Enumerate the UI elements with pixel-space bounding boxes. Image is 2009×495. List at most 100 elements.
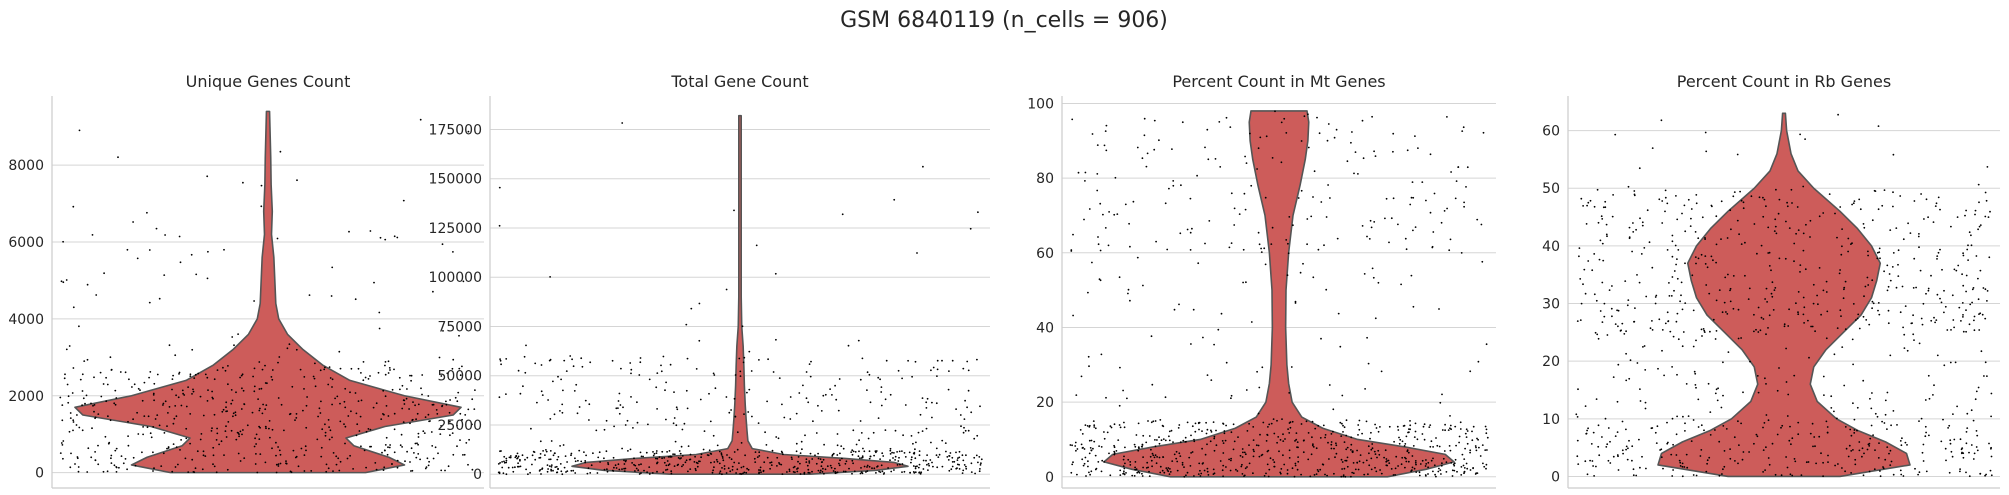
cell-point xyxy=(630,396,632,398)
cell-point xyxy=(941,359,943,362)
cell-point xyxy=(660,364,662,367)
cell-point xyxy=(115,466,118,468)
cell-point xyxy=(1714,338,1717,340)
cell-point xyxy=(1136,256,1139,259)
cell-point xyxy=(452,251,454,253)
cell-point xyxy=(1369,219,1372,222)
cell-point xyxy=(548,465,551,467)
cell-point xyxy=(634,470,636,472)
cell-point xyxy=(841,457,843,460)
cell-point xyxy=(1173,453,1176,456)
cell-point xyxy=(206,277,209,280)
cell-point xyxy=(1339,421,1342,424)
cell-point xyxy=(1937,251,1940,254)
cell-point xyxy=(1479,455,1482,457)
cell-point xyxy=(1250,321,1253,323)
cell-point xyxy=(612,470,615,472)
cell-point xyxy=(1952,319,1955,321)
cell-point xyxy=(177,463,179,466)
cell-point xyxy=(416,442,418,445)
cell-point xyxy=(1087,355,1090,358)
cell-point xyxy=(524,458,526,461)
cell-point xyxy=(1459,428,1462,430)
cell-point xyxy=(1641,221,1644,224)
cell-point xyxy=(1230,457,1232,460)
cell-point xyxy=(1350,449,1352,451)
cell-point xyxy=(1638,167,1641,170)
cell-point xyxy=(1651,266,1654,269)
cell-point xyxy=(1259,433,1261,436)
cell-point xyxy=(221,410,224,413)
cell-point xyxy=(655,452,658,454)
cell-point xyxy=(1179,441,1182,444)
cell-point xyxy=(526,456,529,459)
cell-point xyxy=(1729,448,1731,450)
cell-point xyxy=(1700,328,1703,331)
cell-point xyxy=(1922,443,1925,446)
cell-point xyxy=(881,452,884,455)
cell-point xyxy=(1973,329,1976,332)
cell-point xyxy=(1867,284,1870,286)
cell-point xyxy=(385,405,388,407)
cell-point xyxy=(766,400,768,403)
cell-point xyxy=(69,412,72,414)
cell-point xyxy=(1339,345,1342,348)
cell-point xyxy=(199,395,202,398)
cell-point xyxy=(573,390,576,392)
cell-point xyxy=(1847,250,1849,253)
cell-point xyxy=(421,393,423,396)
cell-point xyxy=(1294,464,1297,467)
cell-point xyxy=(698,302,701,305)
cell-point xyxy=(842,447,845,450)
cell-point xyxy=(1944,305,1947,308)
cell-point xyxy=(1971,288,1974,291)
cell-point xyxy=(938,453,941,456)
cell-point xyxy=(1767,226,1770,229)
cell-point xyxy=(683,422,686,425)
cell-point xyxy=(851,449,854,452)
cell-point xyxy=(665,464,668,467)
cell-point xyxy=(1706,462,1708,465)
cell-point xyxy=(417,436,420,438)
cell-point xyxy=(795,442,798,445)
cell-point xyxy=(1463,458,1466,460)
cell-point xyxy=(467,408,470,411)
cell-point xyxy=(1785,347,1787,350)
cell-point xyxy=(1707,382,1710,385)
cell-point xyxy=(241,373,244,376)
cell-point xyxy=(72,419,75,422)
cell-point xyxy=(321,428,324,431)
cell-point xyxy=(360,445,362,448)
cell-point xyxy=(1290,366,1293,368)
cell-point xyxy=(1351,131,1353,133)
cell-point xyxy=(1768,314,1771,317)
cell-point xyxy=(803,472,806,475)
cell-point xyxy=(1325,288,1328,291)
cell-point xyxy=(312,375,315,378)
cell-point xyxy=(1593,475,1595,477)
cell-point xyxy=(1320,337,1322,340)
cell-point xyxy=(1767,327,1769,329)
cell-point xyxy=(763,461,766,464)
cell-point xyxy=(1225,466,1227,468)
cell-point xyxy=(1978,201,1980,204)
cell-point xyxy=(540,364,543,366)
cell-point xyxy=(1851,338,1854,341)
cell-point xyxy=(1961,302,1964,304)
cell-point xyxy=(549,450,552,452)
cell-point xyxy=(387,415,390,417)
cell-point xyxy=(1912,314,1914,317)
cell-point xyxy=(327,419,330,421)
cell-point xyxy=(1907,222,1909,225)
cell-point xyxy=(1616,400,1619,403)
cell-point xyxy=(1883,422,1886,424)
cell-point xyxy=(343,400,346,403)
cell-point xyxy=(404,460,406,463)
cell-point xyxy=(1661,329,1664,331)
cell-point xyxy=(1105,124,1108,127)
cell-point xyxy=(676,408,679,411)
cell-point xyxy=(1162,438,1165,440)
cell-point xyxy=(1724,276,1727,279)
cell-point xyxy=(760,471,762,474)
